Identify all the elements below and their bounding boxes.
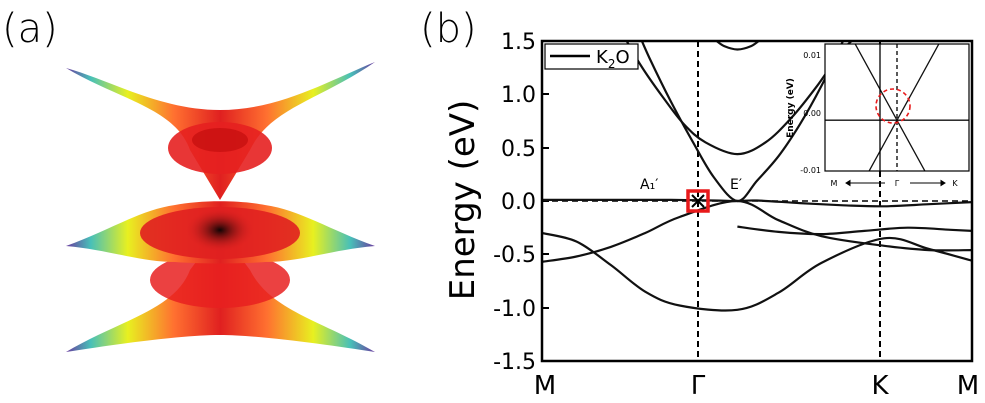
y-tick-label: 0.5 — [501, 137, 536, 162]
y-tick-label: 1.0 — [501, 83, 536, 108]
plot-frame — [540, 39, 974, 363]
band-line-6 — [542, 231, 972, 312]
lower-cone-glow — [150, 252, 290, 308]
y-tick-label: 0.0 — [501, 190, 536, 215]
annotation-e-prime: E′ — [730, 177, 742, 193]
kpoint-label-gamma: Γ — [691, 371, 706, 401]
inset-kpoint-label-m: M — [831, 179, 838, 188]
band-line-3 — [714, 41, 761, 51]
inset-dirac-highlight-circle — [875, 88, 911, 124]
inset-plot: Energy (eV) 0.01 0.00 -0.01 M Γ K — [786, 43, 970, 188]
y-tick-label: -1.5 — [493, 350, 536, 375]
y-tick-label: 1.5 — [501, 30, 536, 55]
y-tick-label: -0.5 — [493, 243, 536, 268]
panel-a-label: (a) — [2, 6, 58, 52]
dirac-cone-illustration — [66, 62, 375, 352]
inset-y-tick-label: -0.01 — [800, 166, 821, 175]
inset-frame — [824, 43, 970, 172]
inset-y-tick-label: 0.01 — [803, 51, 821, 60]
inset-kpoint-label-gamma: Γ — [895, 179, 900, 188]
inset-kpoint-label-k: K — [952, 179, 958, 188]
annotation-a1-prime: A₁′ — [640, 177, 658, 193]
band-line-1 — [640, 41, 845, 203]
panel-b-label: (b) — [420, 6, 477, 52]
dirac-point-cross — [691, 194, 705, 208]
kpoint-label-m-right: M — [957, 371, 979, 401]
kpoint-label-m-left: M — [534, 371, 556, 401]
inset-y-axis-label: Energy (eV) — [786, 78, 796, 138]
inset-band-lines — [825, 44, 969, 171]
inset-k-arrows — [845, 179, 946, 187]
y-tick-labels: 1.5 1.0 0.5 0.0 -0.5 -1.0 -1.5 — [493, 30, 536, 375]
band-line-5 — [542, 199, 972, 263]
band-line-4 — [542, 198, 972, 208]
dirac-point-highlight-box — [686, 189, 710, 213]
upper-cone-core — [192, 128, 248, 152]
y-tick-label: -1.0 — [493, 297, 536, 322]
band-line-7 — [737, 225, 972, 236]
inset-y-tick-label: 0.00 — [803, 109, 821, 118]
k-path-labels: M Γ K M — [534, 371, 979, 401]
panel-b: (b) Energy (eV) 1.5 1.0 0.5 0.0 -0.5 -1.… — [420, 6, 979, 401]
band-structure-plot: Energy (eV) 1.5 1.0 0.5 0.0 -0.5 -1.0 -1… — [443, 30, 979, 401]
y-axis-label: Energy (eV) — [443, 100, 483, 301]
dirac-point-dark — [186, 208, 254, 252]
legend: K2O — [544, 43, 639, 71]
panel-a: (a) — [2, 6, 375, 352]
kpoint-label-k: K — [871, 371, 889, 401]
legend-label: K2O — [596, 47, 630, 71]
